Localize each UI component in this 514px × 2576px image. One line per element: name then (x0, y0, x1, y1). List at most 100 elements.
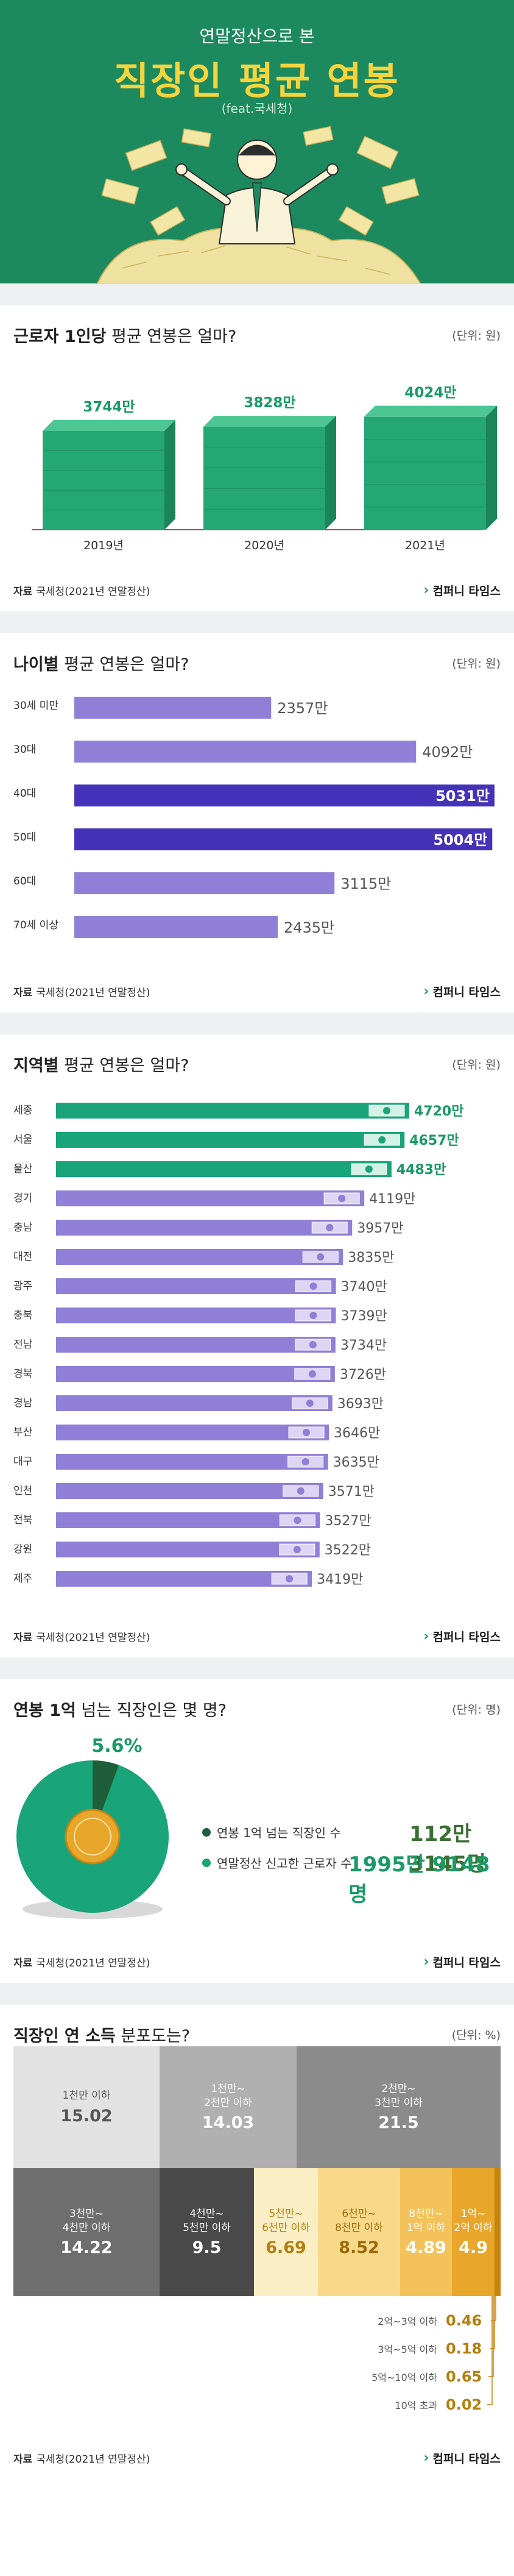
x-tick-label: 2021년 (405, 539, 445, 552)
y-tick-label: 경남 (13, 1397, 33, 1409)
bar-value-label: 3635만 (333, 1455, 379, 1470)
section-title-rest: 넘는 직장인은 몇 명? (76, 1701, 227, 1720)
brand-logo: › 컴퍼니 타임스 (423, 1954, 501, 1970)
bar-value-label: 3693만 (337, 1397, 384, 1412)
distribution-grid: 1천만 이하 15.02 1천만~ 2천만 이하 14.03 2천만~ 3천만 이하 21… (13, 2046, 501, 2436)
y-tick-label: 인천 (13, 1485, 32, 1497)
hero-illustration (96, 126, 421, 283)
bracket-line (490, 2296, 495, 2349)
bar (56, 1366, 335, 1382)
bar (56, 1542, 320, 1557)
money-note-dot (286, 1575, 294, 1582)
bar (56, 1425, 329, 1440)
brand-name: 컴퍼니 타임스 (432, 2452, 501, 2466)
legend-all-workers: 연말정산 신고한 근로자 수 (202, 1854, 351, 1871)
bar-value-label: 3115만 (340, 875, 391, 892)
section-footer: 자료 국세청(2021년 연말정산) › 컴퍼니 타임스 (13, 970, 501, 1012)
top-bracket-strip (495, 2168, 501, 2296)
bar (74, 741, 417, 763)
cell-value: 14.22 (60, 2238, 113, 2258)
y-tick-label: 전북 (13, 1514, 32, 1526)
unit-label: (단위: 원) (452, 329, 501, 343)
money-note-dot (338, 1195, 346, 1202)
section-title-bold: 직장인 연 소득 (13, 2026, 116, 2046)
bar-side (164, 420, 175, 530)
section-gap (0, 611, 514, 633)
y-tick-label: 세종 (13, 1105, 32, 1117)
small-bracket-label: 2억~3억 이하 (378, 2316, 437, 2327)
source-note: 자료 국세청(2021년 연말정산) (13, 1629, 150, 1644)
bar-value-label: 3740만 (341, 1279, 387, 1295)
cell-value: 4.9 (459, 2238, 488, 2258)
y-tick-label: 충북 (13, 1309, 32, 1322)
chart-age-salary: 30세 미만 2357만 30대 4092만 40대 5031만 50대 5004만 60대 31… (13, 697, 495, 938)
bar-value-label: 3744만 (83, 399, 135, 415)
chevron-logo-icon: › (423, 1628, 429, 1644)
legend-dot (202, 1858, 211, 1867)
distribution-cell: 4천만~ 5천만 이하 9.5 (160, 2168, 254, 2296)
all-worker-count: 1995만 9148명 (348, 1852, 490, 1907)
money-note-dot (309, 1341, 317, 1348)
y-tick-label: 광주 (13, 1280, 32, 1292)
distribution-cell: 1억~ 2억 이하 4.9 (452, 2168, 495, 2296)
small-bracket-value: 0.65 (446, 2368, 482, 2385)
bar-value-label: 3646만 (334, 1426, 380, 1441)
cell-label: 3천만~ 4천만 이하 (62, 2207, 111, 2234)
money-note-dot (326, 1224, 334, 1231)
bar-top (203, 416, 336, 427)
bar-value-label: 3419만 (317, 1572, 363, 1587)
bar-value-label: 3571만 (328, 1484, 375, 1500)
infographic-page: 연말정산으로 본 직장인 평균 연봉 (feat.국세청) 근로자 1인당 평균… (0, 0, 514, 2479)
bar-value-label: 3828만 (244, 395, 295, 411)
section-title: 나이별 평균 연봉은 얼마? (13, 651, 189, 675)
bar-value-label: 4024만 (404, 385, 456, 401)
section-title-bold: 나이별 (13, 655, 59, 674)
section-title-rest: 분포도는? (115, 2026, 191, 2046)
source-label: 자료 (13, 986, 33, 999)
unit-label: (단위: %) (451, 2028, 501, 2042)
money-note-dot (306, 1400, 314, 1407)
source-label: 자료 (13, 1631, 33, 1644)
y-tick-label: 충남 (13, 1222, 33, 1234)
bar-top (364, 405, 497, 417)
section-footer: 자료 국세청(2021년 연말정산) › 컴퍼니 타임스 (13, 2436, 501, 2479)
section-gap (0, 283, 514, 305)
chart-yearly-salary: 3744만 2019년 3828만 2020년 4024만 2021년 (32, 385, 497, 552)
bar-value-label: 3835만 (348, 1250, 394, 1265)
bar-value-label: 3726만 (340, 1367, 386, 1382)
bar (74, 697, 272, 719)
distribution-cell: 3천만~ 4천만 이하 14.22 (13, 2168, 160, 2296)
cell-value: 21.5 (378, 2113, 419, 2133)
bar (56, 1132, 405, 1148)
coin-icon (65, 1809, 121, 1865)
section-title-rest: 평균 연봉은 얼마? (58, 1056, 189, 1075)
bar (56, 1571, 312, 1587)
y-tick-label: 30세 미만 (13, 700, 58, 712)
bar-value-label: 4119만 (369, 1192, 415, 1207)
high-earner-count: 112만 3145명 (409, 1822, 486, 1876)
cell-label: 1천만~ 2천만 이하 (204, 2082, 252, 2109)
bar-top (43, 420, 175, 431)
brand-name: 컴퍼니 타임스 (432, 985, 501, 999)
y-tick-label: 울산 (13, 1163, 33, 1175)
bar-side (325, 416, 336, 530)
section-income-distribution: 직장인 연 소득 분포도는? (단위: %) 1천만 이하 15.02 1천만~ 2… (0, 2005, 514, 2479)
cell-value: 14.03 (202, 2113, 255, 2133)
money-note-dot (309, 1283, 317, 1290)
small-bracket-label: 3억~5억 이하 (378, 2344, 437, 2355)
bar (56, 1337, 336, 1353)
y-tick-label: 제주 (13, 1573, 32, 1585)
source-text: 국세청(2021년 연말정산) (36, 585, 150, 598)
bracket-line (488, 2296, 494, 2377)
source-text: 국세청(2021년 연말정산) (36, 2453, 150, 2466)
x-tick-label: 2020년 (244, 539, 284, 552)
section-title-rest: 평균 연봉은 얼마? (58, 655, 189, 674)
hero-title: 직장인 평균 연봉 (114, 59, 400, 103)
brand-logo: › 컴퍼니 타임스 (423, 1628, 501, 1645)
money-note-dot (297, 1487, 305, 1495)
money-note-dot (301, 1458, 309, 1465)
cell-value: 8.52 (339, 2238, 379, 2258)
y-tick-label: 70세 이상 (13, 919, 58, 931)
bar-value-label: 4720만 (414, 1104, 463, 1119)
chevron-logo-icon: › (423, 2450, 429, 2466)
